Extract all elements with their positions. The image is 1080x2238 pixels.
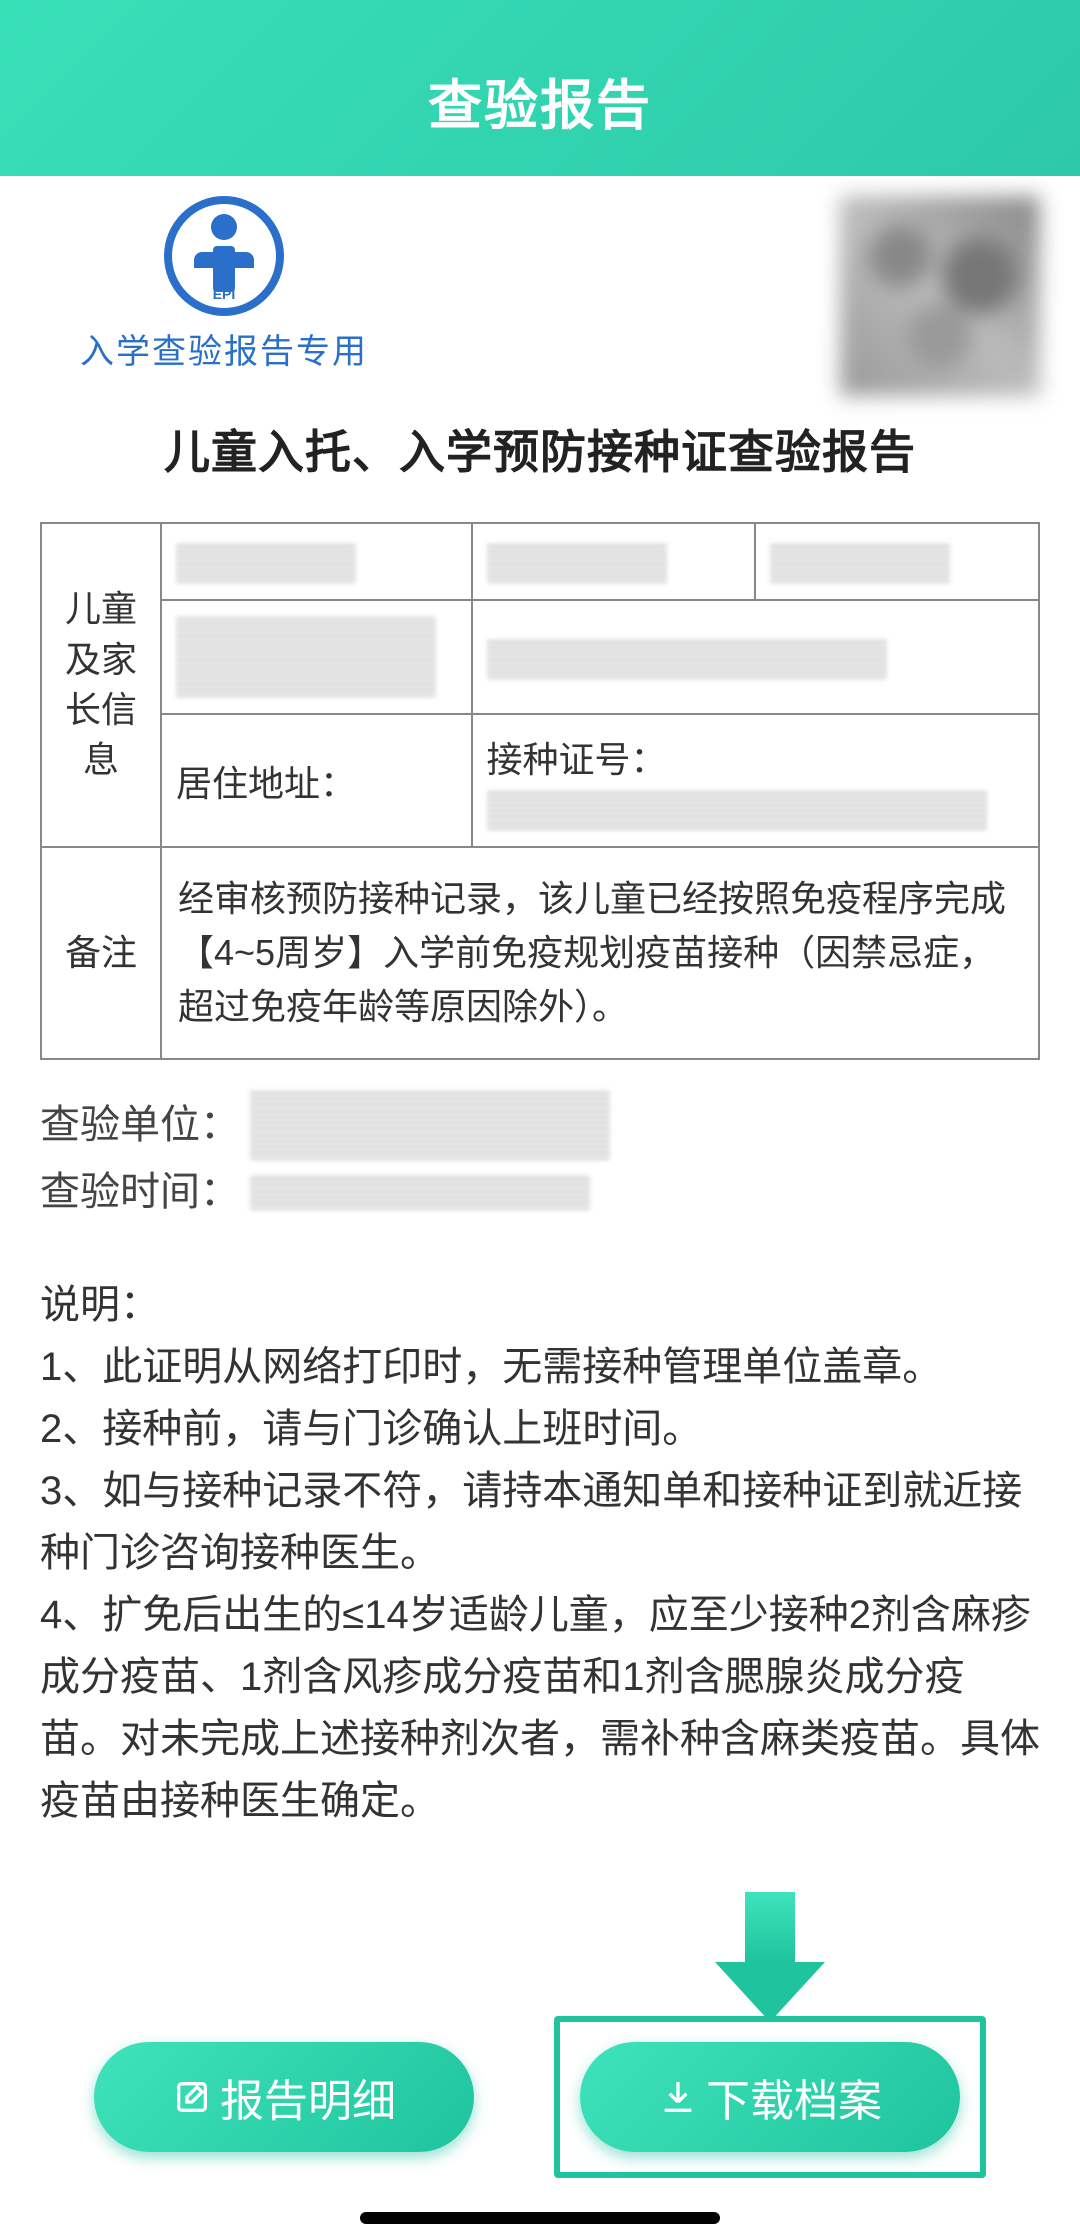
cert-label: 接种证号：: [487, 731, 1025, 783]
desc-line-3: 3、如与接种记录不符，请持本通知单和接种证到就近接种门诊咨询接种医生。: [40, 1460, 1040, 1584]
epi-logo-icon: EPI: [164, 196, 284, 316]
desc-line-4: 4、扩免后出生的≤14岁适龄儿童，应至少接种2剂含麻疹成分疫苗、1剂含风疹成分疫…: [40, 1584, 1040, 1832]
edit-icon: [172, 2077, 212, 2117]
cell-address: 居住地址：: [161, 714, 472, 846]
remark-text: 经审核预防接种记录，该儿童已经按照免疫程序完成【4~5周岁】入学前免疫规划疫苗接…: [161, 847, 1039, 1059]
logo-block: EPI 入学查验报告专用: [40, 196, 368, 373]
cell-phone: [472, 600, 1040, 714]
info-table: 儿童及家长信息 居住地址： 接种证号： 备注 经审核预防接种记录，该儿童已经按照…: [40, 522, 1040, 1060]
report-detail-label: 报告明细: [220, 2065, 396, 2129]
verify-unit-label: 查验单位：: [40, 1093, 240, 1157]
row-header-remark: 备注: [41, 847, 161, 1059]
report-content: EPI 入学查验报告专用 儿童入托、入学预防接种证查验报告 儿童及家长信息 居住…: [0, 176, 1080, 1832]
logo-caption: EPI: [213, 286, 236, 302]
address-label: 居住地址：: [176, 763, 356, 804]
app-header: 查验报告: [0, 0, 1080, 176]
cell-gender: [472, 523, 756, 600]
cell-guardian: [161, 600, 472, 714]
home-indicator[interactable]: [360, 2212, 720, 2224]
download-highlight: 下载档案: [554, 2016, 986, 2178]
desc-heading: 说明：: [40, 1274, 1040, 1336]
report-title: 儿童入托、入学预防接种证查验报告: [40, 416, 1040, 482]
cell-name: [161, 523, 472, 600]
arrow-down-icon: [715, 1892, 825, 2022]
desc-line-1: 1、此证明从网络打印时，无需接种管理单位盖章。: [40, 1336, 1040, 1398]
description-block: 说明： 1、此证明从网络打印时，无需接种管理单位盖章。 2、接种前，请与门诊确认…: [40, 1274, 1040, 1832]
bottom-action-bar: 报告明细 下载档案: [0, 2016, 1080, 2178]
header-meta-row: EPI 入学查验报告专用: [40, 196, 1040, 396]
download-button[interactable]: 下载档案: [580, 2042, 960, 2152]
cell-cert: 接种证号：: [472, 714, 1040, 846]
download-icon: [658, 2077, 698, 2117]
row-header-child: 儿童及家长信息: [41, 523, 161, 847]
desc-line-2: 2、接种前，请与门诊确认上班时间。: [40, 1398, 1040, 1460]
verify-meta: 查验单位： 查验时间：: [40, 1090, 1040, 1224]
qr-code-blurred: [840, 196, 1040, 396]
report-detail-button[interactable]: 报告明细: [94, 2042, 474, 2152]
download-label: 下载档案: [706, 2065, 882, 2129]
cell-birth: [755, 523, 1039, 600]
watermark-label: 入学查验报告专用: [80, 324, 368, 373]
verify-time-label: 查验时间：: [40, 1160, 240, 1224]
page-title: 查验报告: [428, 61, 652, 140]
